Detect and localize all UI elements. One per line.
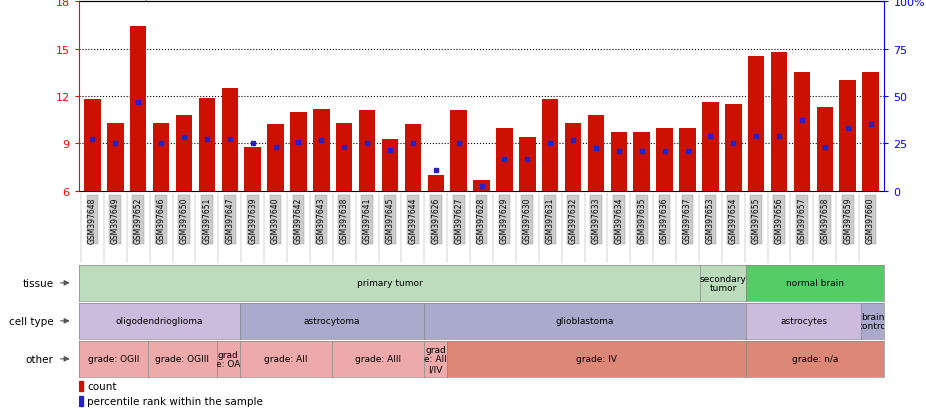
Text: count: count (87, 381, 117, 391)
Text: grade: OGIII: grade: OGIII (156, 354, 209, 363)
Text: GSM397646: GSM397646 (156, 197, 166, 243)
Bar (817, 108, 833, 191)
Bar (382, 139, 398, 191)
Bar (725, 104, 742, 191)
Bar (268, 125, 283, 191)
Bar (657, 128, 673, 191)
Text: GSM397649: GSM397649 (111, 197, 119, 243)
Text: GSM397636: GSM397636 (660, 197, 669, 243)
Bar (130, 27, 146, 191)
Text: grad
e: OA: grad e: OA (216, 350, 241, 368)
Text: GSM397658: GSM397658 (820, 197, 830, 243)
Bar (405, 125, 421, 191)
Bar (244, 147, 261, 191)
Text: GSM397644: GSM397644 (408, 197, 418, 243)
Text: grade: IV: grade: IV (576, 354, 617, 363)
Bar (450, 111, 467, 191)
Bar (428, 176, 444, 191)
Text: GSM397634: GSM397634 (614, 197, 623, 243)
Bar (748, 57, 764, 191)
Text: GSM397653: GSM397653 (706, 197, 715, 243)
Bar (473, 180, 490, 191)
Bar (359, 111, 375, 191)
Text: GSM397630: GSM397630 (523, 197, 532, 243)
Text: GSM397657: GSM397657 (797, 197, 807, 243)
Bar (588, 116, 604, 191)
Bar (221, 89, 238, 191)
Text: GSM397656: GSM397656 (774, 197, 783, 243)
Text: GSM397642: GSM397642 (294, 197, 303, 243)
Bar (176, 116, 193, 191)
Text: GSM397632: GSM397632 (569, 197, 578, 243)
Text: secondary
tumor: secondary tumor (700, 274, 746, 292)
Text: GSM397650: GSM397650 (180, 197, 189, 243)
Text: GSM397655: GSM397655 (752, 197, 760, 243)
Text: GSM397639: GSM397639 (248, 197, 257, 243)
Text: other: other (25, 354, 54, 364)
Bar (770, 52, 787, 191)
Text: GSM397638: GSM397638 (340, 197, 349, 243)
Text: GSM397645: GSM397645 (385, 197, 394, 243)
Text: GSM397627: GSM397627 (454, 197, 463, 243)
Text: grade: AII: grade: AII (264, 354, 307, 363)
Bar (313, 109, 330, 191)
Text: GSM397629: GSM397629 (500, 197, 509, 243)
Bar (840, 81, 856, 191)
Text: percentile rank within the sample: percentile rank within the sample (87, 396, 263, 406)
Bar (633, 133, 650, 191)
Bar (702, 103, 719, 191)
Bar (336, 123, 353, 191)
Bar (542, 100, 558, 191)
Bar (680, 128, 695, 191)
Bar (84, 100, 101, 191)
Text: GSM397633: GSM397633 (592, 197, 600, 243)
Bar (496, 128, 513, 191)
Text: GSM397659: GSM397659 (844, 197, 852, 243)
Text: GSM397643: GSM397643 (317, 197, 326, 243)
Text: GSM397654: GSM397654 (729, 197, 738, 243)
Text: GSM397652: GSM397652 (133, 197, 143, 243)
Text: tissue: tissue (22, 278, 54, 288)
Text: brain
control: brain control (857, 312, 889, 330)
Text: GSM397626: GSM397626 (432, 197, 440, 243)
Bar (519, 138, 535, 191)
Text: grade: OGII: grade: OGII (88, 354, 139, 363)
Bar (862, 73, 879, 191)
Text: normal brain: normal brain (786, 279, 845, 288)
Text: astrocytoma: astrocytoma (304, 317, 360, 325)
Text: cell type: cell type (8, 316, 54, 326)
Text: GSM397660: GSM397660 (866, 197, 875, 243)
Text: grade: AIII: grade: AIII (355, 354, 401, 363)
Bar (794, 73, 810, 191)
Bar (290, 112, 307, 191)
Text: GSM397641: GSM397641 (363, 197, 371, 243)
Text: GSM397635: GSM397635 (637, 197, 646, 243)
Text: primary tumor: primary tumor (357, 279, 422, 288)
Bar (610, 133, 627, 191)
Text: GDS4467 / 234770_at: GDS4467 / 234770_at (79, 0, 225, 1)
Bar (79, 381, 82, 392)
Bar (107, 123, 123, 191)
Text: GSM397651: GSM397651 (203, 197, 211, 243)
Text: GSM397648: GSM397648 (88, 197, 97, 243)
Text: GSM397628: GSM397628 (477, 197, 486, 243)
Text: astrocytes: astrocytes (781, 317, 827, 325)
Text: oligodendrioglioma: oligodendrioglioma (116, 317, 203, 325)
Bar (199, 98, 215, 191)
Text: grade: n/a: grade: n/a (792, 354, 838, 363)
Text: GSM397637: GSM397637 (683, 197, 692, 243)
Text: GSM397631: GSM397631 (545, 197, 555, 243)
Text: glioblastoma: glioblastoma (556, 317, 614, 325)
Bar (79, 396, 82, 406)
Text: GSM397640: GSM397640 (271, 197, 280, 243)
Text: grad
e: All
I/IV: grad e: All I/IV (424, 345, 447, 373)
Text: GSM397647: GSM397647 (225, 197, 234, 243)
Bar (565, 123, 582, 191)
Bar (153, 123, 169, 191)
